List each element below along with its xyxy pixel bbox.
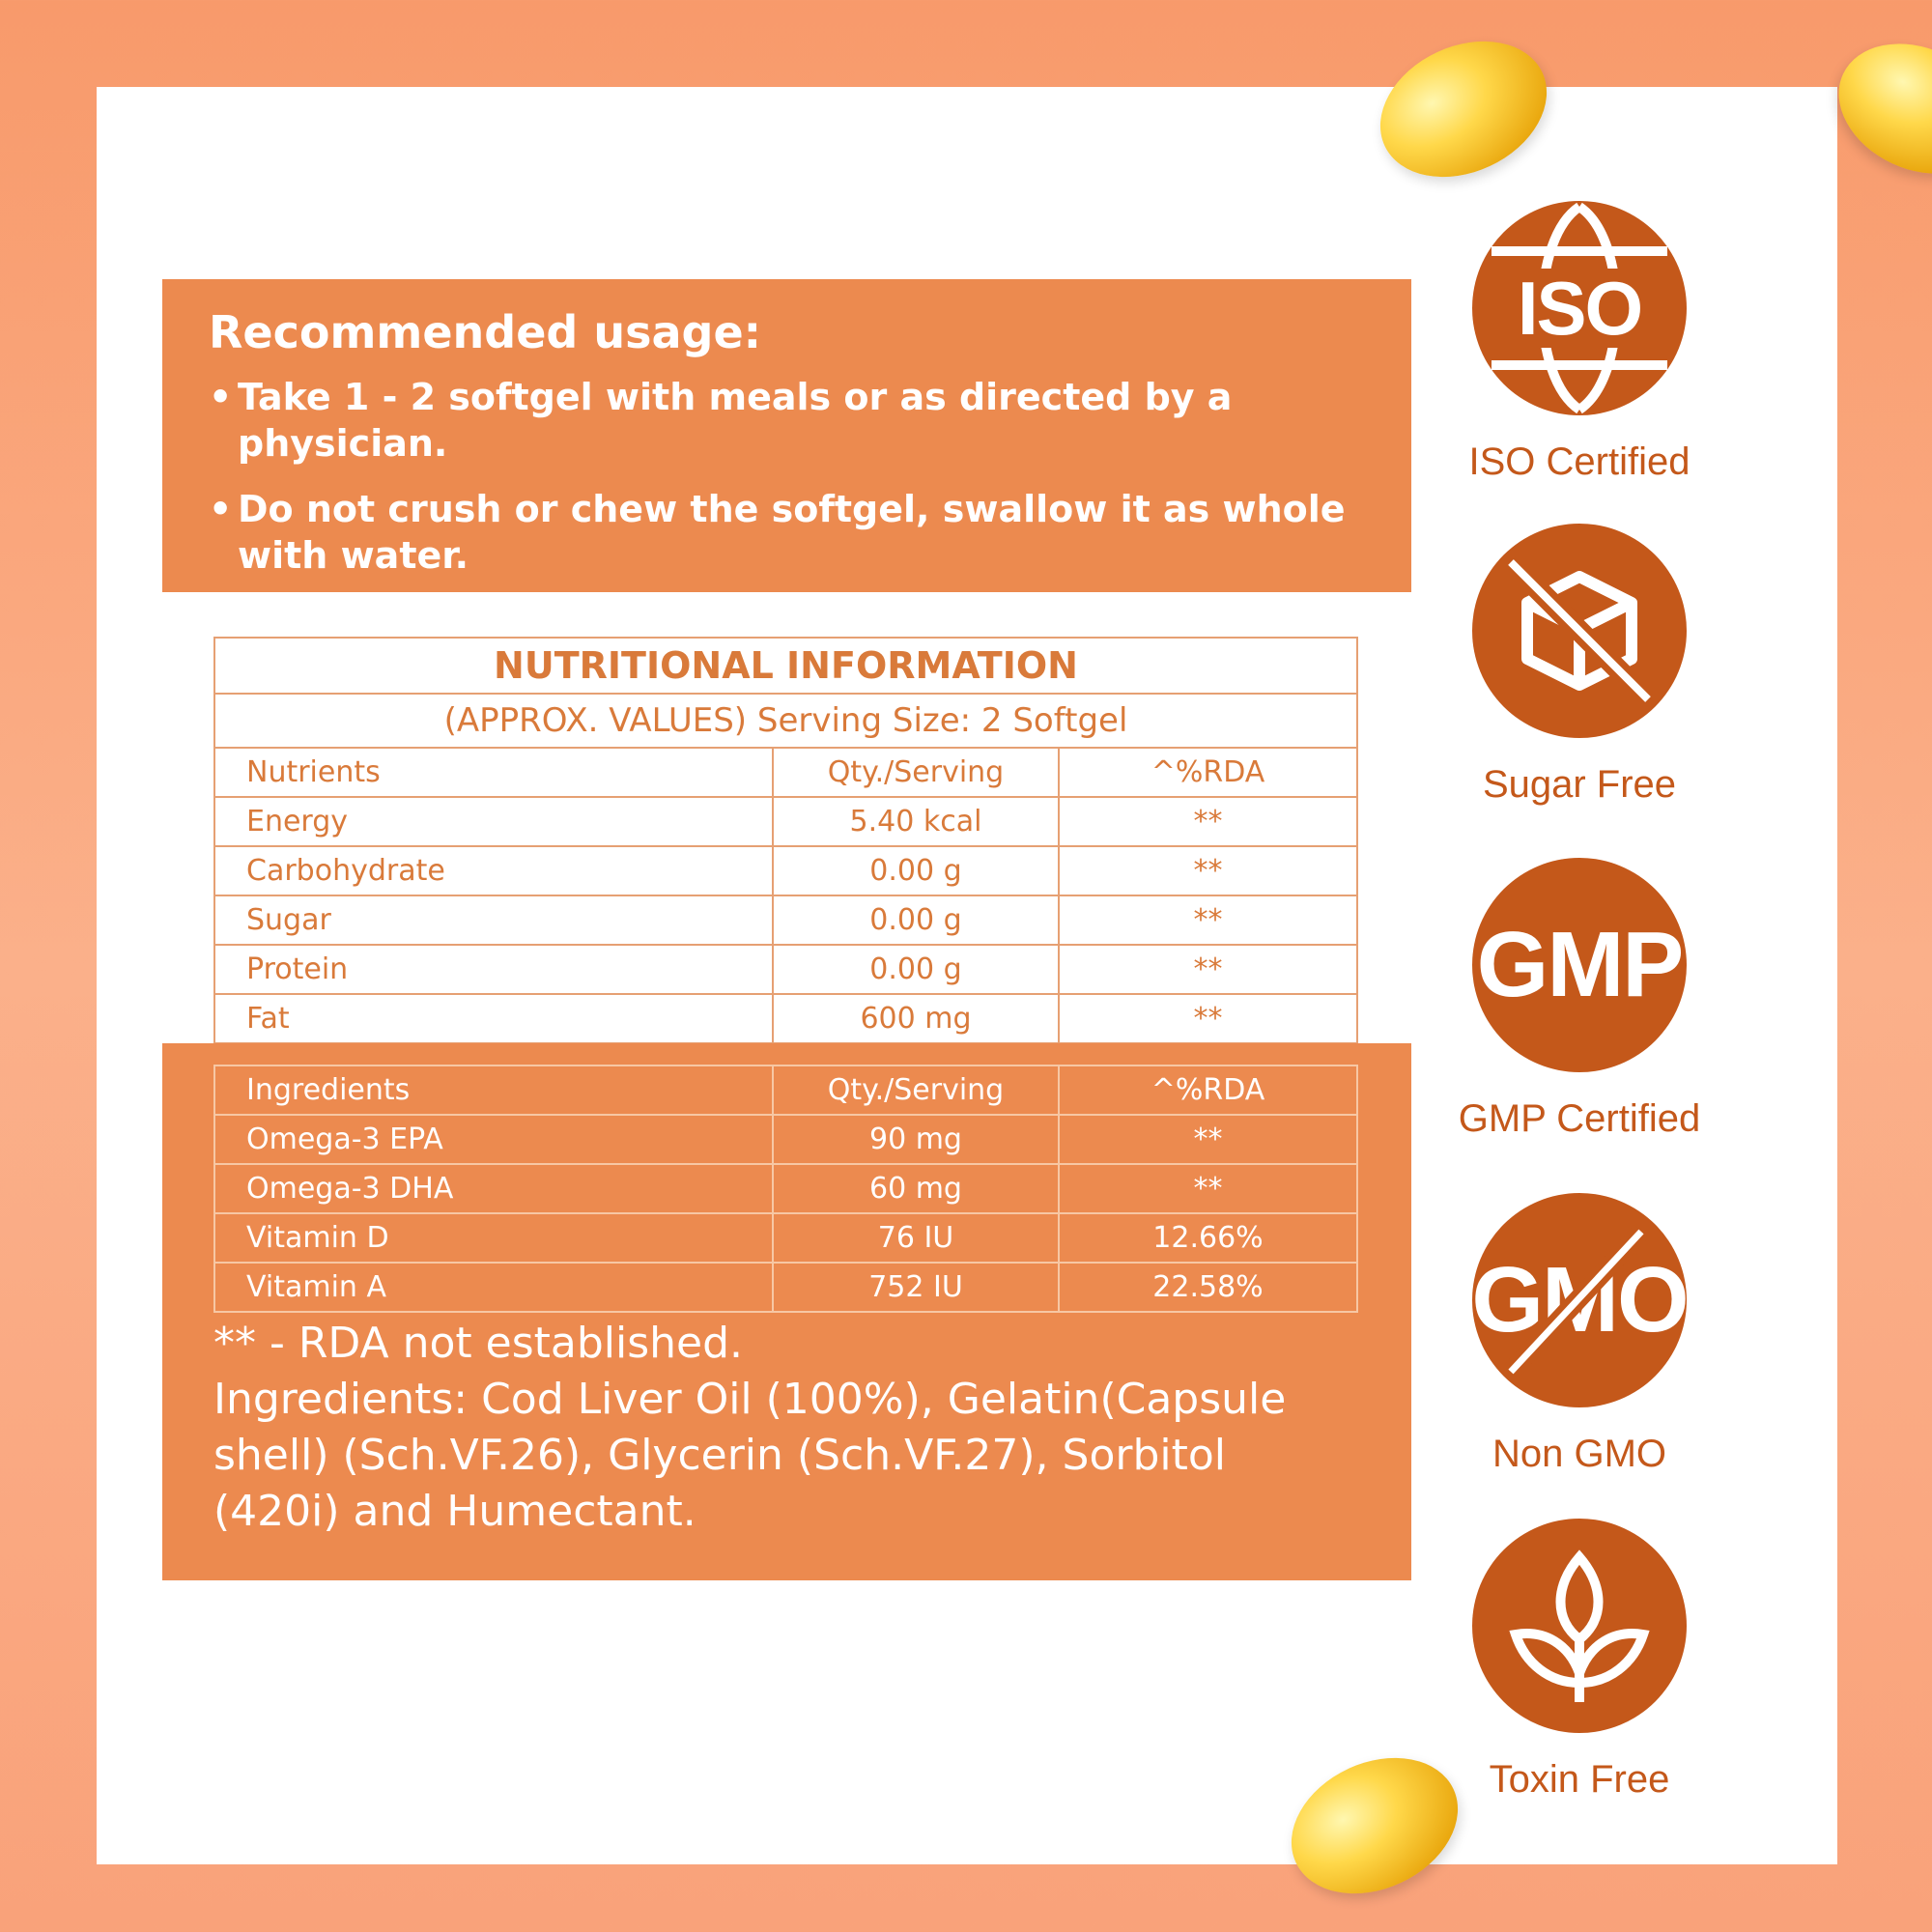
badge-label: ISO Certified — [1468, 440, 1690, 483]
nutrient-name: Energy — [213, 796, 774, 847]
globe-icon: ISO — [1472, 201, 1687, 415]
gmp-icon: GMP — [1472, 858, 1687, 1072]
ingredient-name: Vitamin D — [213, 1212, 774, 1264]
ingredient-rda: ** — [1058, 1163, 1358, 1214]
column-header: ^%RDA — [1057, 747, 1359, 798]
ingredient-name: Omega-3 EPA — [213, 1114, 774, 1165]
table-row: Omega-3 DHA 60 mg ** — [213, 1163, 1358, 1214]
ingredients-text: Ingredients: Cod Liver Oil (100%), Gelat… — [213, 1375, 1287, 1536]
badge-label: Toxin Free — [1489, 1758, 1670, 1801]
column-header: ^%RDA — [1058, 1065, 1358, 1116]
nutrient-qty: 0.00 g — [772, 944, 1060, 995]
ingredient-qty: 76 IU — [772, 1212, 1060, 1264]
table-row: Energy 5.40 kcal ** — [213, 796, 1359, 847]
gmp-text: GMP — [1476, 913, 1685, 1016]
usage-item: Do not crush or chew the softgel, swallo… — [209, 486, 1365, 579]
nutrient-qty: 5.40 kcal — [772, 796, 1060, 847]
no-sugar-cube-icon — [1472, 524, 1687, 738]
badge-label: Sugar Free — [1482, 763, 1677, 806]
nutrient-rda: ** — [1057, 895, 1359, 946]
nutrition-title: NUTRITIONAL INFORMATION — [213, 637, 1359, 695]
iso-text: ISO — [1517, 265, 1643, 351]
nutrient-rda: ** — [1057, 845, 1359, 896]
column-header: Ingredients — [213, 1065, 774, 1116]
leaf-icon — [1472, 1519, 1687, 1733]
nutrient-name: Carbohydrate — [213, 845, 774, 896]
sugar-free-badge: Sugar Free — [1435, 524, 1724, 807]
recommended-usage-panel: Recommended usage: Take 1 - 2 softgel wi… — [162, 279, 1411, 592]
nutrition-subtitle: (APPROX. VALUES) Serving Size: 2 Softgel — [213, 693, 1359, 749]
ingredient-name: Omega-3 DHA — [213, 1163, 774, 1214]
table-row: Carbohydrate 0.00 g ** — [213, 845, 1359, 896]
no-gmo-icon: GMO — [1471, 1193, 1690, 1407]
ingredients-notes: ** - RDA not established. Ingredients: C… — [213, 1316, 1353, 1540]
ingredient-name: Vitamin A — [213, 1262, 774, 1313]
nutrient-rda: ** — [1057, 993, 1359, 1044]
toxin-free-badge: Toxin Free — [1435, 1519, 1724, 1802]
usage-title: Recommended usage: — [209, 306, 762, 358]
nutrient-name: Fat — [213, 993, 774, 1044]
nutrient-name: Protein — [213, 944, 774, 995]
table-row: Fat 600 mg ** — [213, 993, 1359, 1044]
column-header: Qty./Serving — [772, 1065, 1060, 1116]
table-row: Vitamin D 76 IU 12.66% — [213, 1212, 1358, 1264]
usage-item: Take 1 - 2 softgel with meals or as dire… — [209, 374, 1365, 467]
nutrient-qty: 0.00 g — [772, 845, 1060, 896]
non-gmo-badge: GMO Non GMO — [1435, 1193, 1724, 1476]
column-header: Nutrients — [213, 747, 774, 798]
ingredient-rda: 12.66% — [1058, 1212, 1358, 1264]
ingredient-rda: ** — [1058, 1114, 1358, 1165]
table-row: Sugar 0.00 g ** — [213, 895, 1359, 946]
nutrient-name: Sugar — [213, 895, 774, 946]
ingredients-panel: Ingredients Qty./Serving ^%RDA Omega-3 E… — [162, 1043, 1411, 1580]
badge-label: Non GMO — [1492, 1433, 1667, 1475]
table-row: Omega-3 EPA 90 mg ** — [213, 1114, 1358, 1165]
nutrient-rda: ** — [1057, 796, 1359, 847]
ingredients-table: Ingredients Qty./Serving ^%RDA Omega-3 E… — [213, 1065, 1358, 1313]
ingredient-qty: 752 IU — [772, 1262, 1060, 1313]
nutrition-table: NUTRITIONAL INFORMATION (APPROX. VALUES)… — [213, 637, 1359, 1044]
table-row: Protein 0.00 g ** — [213, 944, 1359, 995]
iso-badge: ISO ISO Certified — [1435, 201, 1724, 484]
ingredient-rda: 22.58% — [1058, 1262, 1358, 1313]
badge-label: GMP Certified — [1458, 1097, 1701, 1140]
ingredient-qty: 90 mg — [772, 1114, 1060, 1165]
nutrient-rda: ** — [1057, 944, 1359, 995]
nutrient-qty: 600 mg — [772, 993, 1060, 1044]
nutrient-qty: 0.00 g — [772, 895, 1060, 946]
usage-list: Take 1 - 2 softgel with meals or as dire… — [209, 374, 1365, 579]
column-header: Qty./Serving — [772, 747, 1060, 798]
gmp-badge: GMP GMP Certified — [1435, 858, 1724, 1141]
rda-note: ** - RDA not established. — [213, 1319, 744, 1368]
table-row: Vitamin A 752 IU 22.58% — [213, 1262, 1358, 1313]
ingredient-qty: 60 mg — [772, 1163, 1060, 1214]
